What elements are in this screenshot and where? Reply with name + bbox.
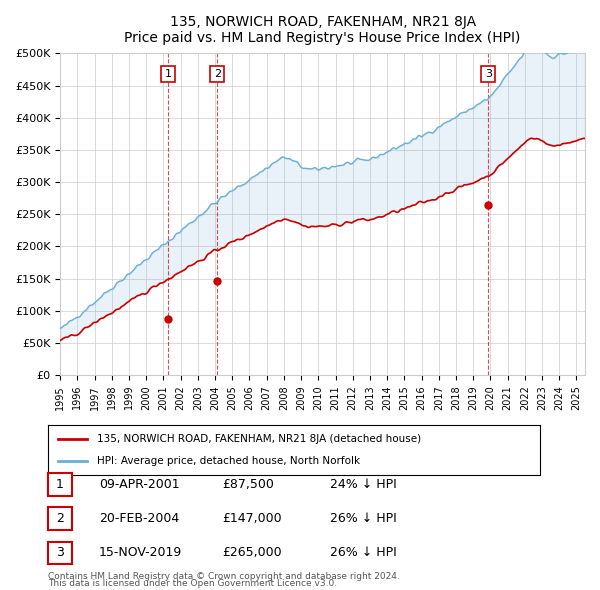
Text: 15-NOV-2019: 15-NOV-2019 — [99, 546, 182, 559]
Text: £147,000: £147,000 — [222, 512, 281, 525]
Text: 1: 1 — [164, 69, 172, 79]
Text: 3: 3 — [56, 546, 64, 559]
Title: 135, NORWICH ROAD, FAKENHAM, NR21 8JA
Price paid vs. HM Land Registry's House Pr: 135, NORWICH ROAD, FAKENHAM, NR21 8JA Pr… — [124, 15, 521, 45]
Text: This data is licensed under the Open Government Licence v3.0.: This data is licensed under the Open Gov… — [48, 579, 337, 588]
Text: £265,000: £265,000 — [222, 546, 281, 559]
Text: 24% ↓ HPI: 24% ↓ HPI — [330, 478, 397, 491]
Text: 2: 2 — [56, 512, 64, 525]
Text: 3: 3 — [485, 69, 492, 79]
Text: 1: 1 — [56, 478, 64, 491]
Text: 2: 2 — [214, 69, 221, 79]
Text: Contains HM Land Registry data © Crown copyright and database right 2024.: Contains HM Land Registry data © Crown c… — [48, 572, 400, 581]
Text: 20-FEB-2004: 20-FEB-2004 — [99, 512, 179, 525]
Text: £87,500: £87,500 — [222, 478, 274, 491]
Text: 26% ↓ HPI: 26% ↓ HPI — [330, 512, 397, 525]
Text: HPI: Average price, detached house, North Norfolk: HPI: Average price, detached house, Nort… — [97, 456, 361, 466]
Text: 09-APR-2001: 09-APR-2001 — [99, 478, 179, 491]
Text: 135, NORWICH ROAD, FAKENHAM, NR21 8JA (detached house): 135, NORWICH ROAD, FAKENHAM, NR21 8JA (d… — [97, 434, 421, 444]
Text: 26% ↓ HPI: 26% ↓ HPI — [330, 546, 397, 559]
